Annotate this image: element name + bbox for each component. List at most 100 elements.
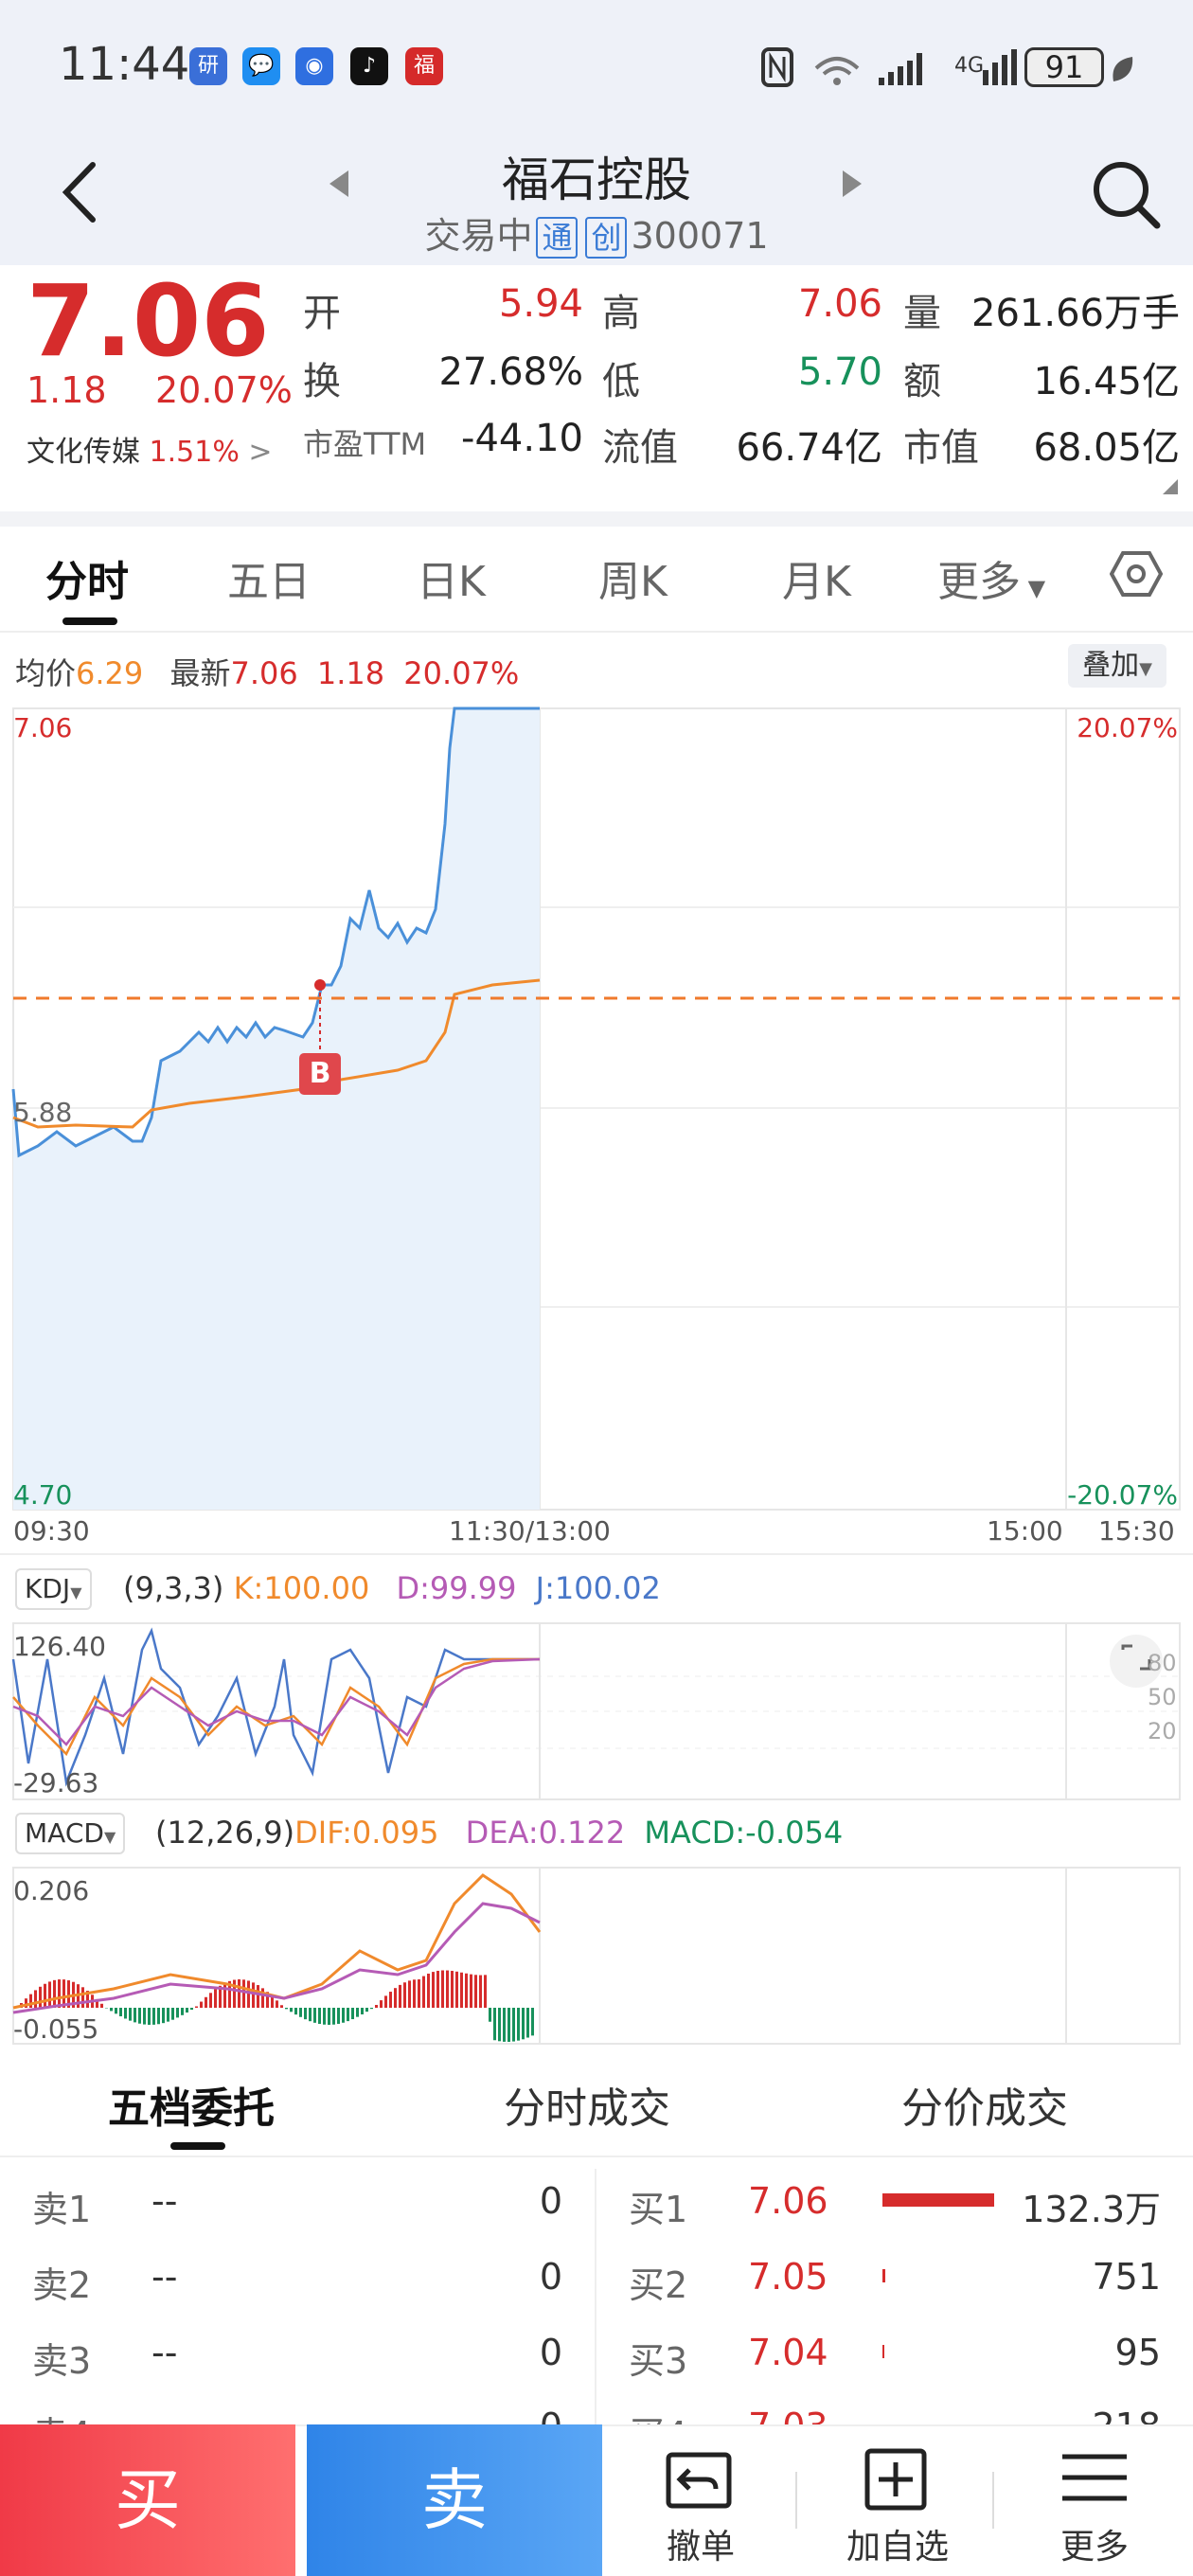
macd-bar xyxy=(214,1989,217,2008)
macd-bar xyxy=(228,1980,231,2008)
tab-tick-trades[interactable]: 分时成交 xyxy=(504,2084,670,2133)
macd-bar xyxy=(375,2004,378,2008)
sell2-vol: 0 xyxy=(539,2256,562,2298)
buy1-vol: 132.3万 xyxy=(1022,2189,1161,2230)
intraday-chart[interactable] xyxy=(0,701,1193,1553)
macd-selector[interactable]: MACD▼ xyxy=(15,1813,126,1854)
tab-five-level[interactable]: 五档委托 xyxy=(108,2084,275,2133)
prev-stock-icon[interactable] xyxy=(326,167,352,201)
macd-bar xyxy=(304,2008,307,2020)
tag-chuang: 创 xyxy=(585,217,628,259)
cancel-order-label[interactable]: 撤单 xyxy=(666,2528,735,2567)
macd-bar xyxy=(441,1970,444,2008)
sector-link[interactable]: 文化传媒 1.51% > xyxy=(27,428,273,470)
label-float-cap: 流值 xyxy=(602,426,678,470)
macd-bar xyxy=(152,2008,155,2025)
leaf-icon xyxy=(1113,57,1133,81)
time-mid: 11:30/13:00 xyxy=(449,1515,611,1547)
time-start: 09:30 xyxy=(13,1515,90,1547)
macd-chart[interactable] xyxy=(0,1866,1193,2046)
macd-bar xyxy=(323,2008,326,2025)
price-area xyxy=(13,708,540,1510)
macd-bar xyxy=(460,1972,463,2008)
add-watchlist-label[interactable]: 加自选 xyxy=(846,2528,949,2567)
macd-bar xyxy=(522,2008,525,2040)
chart-divider xyxy=(0,1553,1193,1555)
buy2-vol-bar xyxy=(882,2269,885,2282)
network-label: 4G xyxy=(954,54,984,78)
pct-axis-bottom: -20.07% xyxy=(1067,1479,1178,1511)
buy-button[interactable]: 买 xyxy=(0,2424,295,2576)
macd-bar xyxy=(318,2008,321,2025)
expand-corner-icon[interactable] xyxy=(1161,477,1180,496)
next-stock-icon[interactable] xyxy=(839,167,865,201)
app-icon-fortune: 福 xyxy=(405,47,443,85)
app-icon-research: 研 xyxy=(189,47,227,85)
buy1-label: 买1 xyxy=(629,2189,688,2230)
label-market-cap: 市值 xyxy=(903,426,979,470)
kdj-chart[interactable] xyxy=(0,1621,1193,1801)
orderbook-divider xyxy=(0,2156,1193,2157)
sell-button[interactable]: 卖 xyxy=(307,2424,602,2576)
tab-month-k[interactable]: 月K xyxy=(782,558,851,606)
buy3-vol: 95 xyxy=(1114,2332,1161,2373)
current-price: 7.06 xyxy=(27,263,270,379)
more-menu-icon[interactable] xyxy=(1059,2449,1131,2506)
add-watchlist-icon[interactable] xyxy=(862,2445,934,2512)
macd-bar xyxy=(399,1984,401,2008)
macd-bar xyxy=(115,2008,117,2014)
kdj-y-bottom: -29.63 xyxy=(13,1767,99,1798)
overlay-button[interactable]: 叠加▼ xyxy=(1068,644,1166,688)
settings-hexagon-icon[interactable] xyxy=(1110,547,1163,600)
macd-bar xyxy=(205,1996,207,2008)
macd-bar xyxy=(39,1986,42,2008)
macd-bar xyxy=(503,2008,506,2042)
fullscreen-icon xyxy=(1121,1644,1151,1671)
kdj-selector[interactable]: KDJ▼ xyxy=(15,1568,92,1610)
kdj-legend: (9,3,3) K:100.00 D:99.99 J:100.02 xyxy=(123,1570,661,1606)
macd-bar xyxy=(470,1974,472,2008)
macd-params: (12,26,9) xyxy=(155,1815,295,1851)
tab-more[interactable]: 更多 ▼ xyxy=(937,547,1045,608)
kdj-d: D:99.99 xyxy=(396,1570,517,1606)
macd-bar xyxy=(389,1992,392,2008)
price-line xyxy=(11,707,540,1158)
back-icon[interactable] xyxy=(57,159,104,225)
macd-bar xyxy=(337,2008,340,2024)
kdj-y-top: 126.40 xyxy=(13,1631,106,1662)
tab-divider xyxy=(0,631,1193,633)
macd-bar xyxy=(110,2008,113,2012)
tab-more-label: 更多 xyxy=(937,558,1021,606)
cancel-order-icon[interactable] xyxy=(663,2445,739,2512)
caret-down-icon: ▼ xyxy=(1021,575,1046,601)
nfc-n-icon xyxy=(769,51,786,83)
sell1-price: -- xyxy=(151,2180,178,2222)
stock-header xyxy=(0,133,1193,265)
search-icon[interactable] xyxy=(1091,159,1163,231)
buy2-label: 买2 xyxy=(629,2264,688,2306)
tab-price-trades[interactable]: 分价成交 xyxy=(901,2084,1068,2133)
macd-bar xyxy=(455,1971,458,2008)
tab-week-k[interactable]: 周K xyxy=(598,558,668,606)
avg-label: 均价 xyxy=(15,655,77,691)
tab-five-day[interactable]: 五日 xyxy=(227,558,311,606)
macd-bar xyxy=(143,2008,146,2025)
macd-bar xyxy=(148,2008,151,2025)
sell1-label: 卖1 xyxy=(32,2189,92,2230)
kdj-ref-50: 50 xyxy=(1148,1684,1177,1710)
macd-bar xyxy=(266,1992,269,2008)
macd-dea-line xyxy=(12,1902,541,2014)
macd-bar xyxy=(238,1979,240,2008)
signal-icon xyxy=(879,78,884,85)
macd-y-bottom: -0.055 xyxy=(13,2013,99,2045)
macd-bar xyxy=(351,2008,354,2020)
sell2-price: -- xyxy=(151,2256,178,2298)
label-open: 开 xyxy=(303,292,341,335)
macd-bar xyxy=(517,2008,520,2041)
tab-intraday[interactable]: 分时 xyxy=(45,558,129,606)
tab-day-k[interactable]: 日K xyxy=(417,558,486,606)
price-change-pct: 20.07% xyxy=(155,369,293,411)
value-market-cap: 68.05亿 xyxy=(1033,426,1180,470)
more-menu-label[interactable]: 更多 xyxy=(1059,2528,1129,2567)
avg-value: 6.29 xyxy=(76,655,144,691)
